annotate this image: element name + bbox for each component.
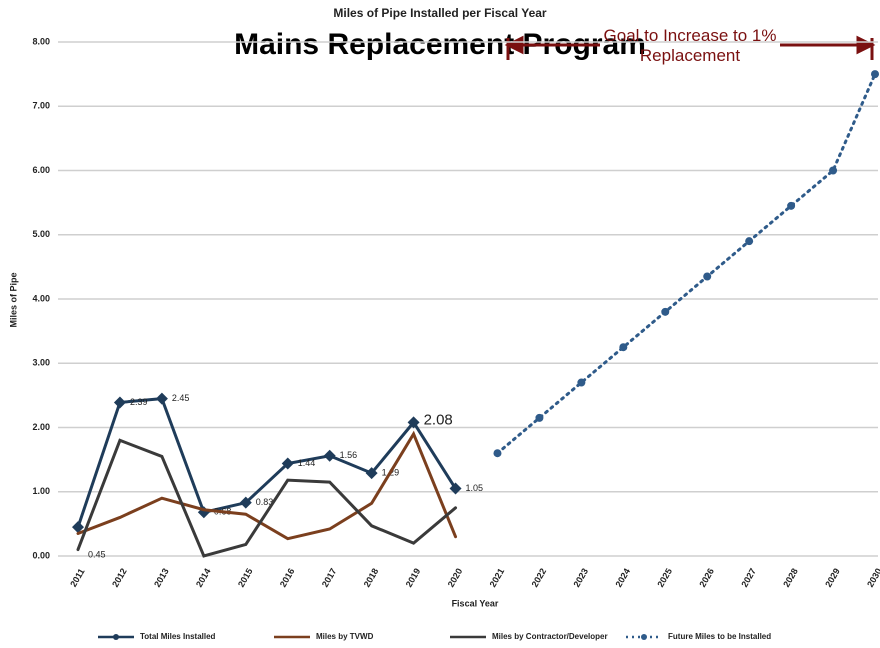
x-tick-label: 2017 (320, 567, 339, 589)
marker (72, 521, 84, 534)
y-tick-label: 4.00 (32, 293, 50, 303)
annotation-box: Goal to Increase to 1% Replacement (603, 26, 777, 65)
y-tick-label: 2.00 (32, 422, 50, 432)
marker (493, 449, 502, 458)
series-line (76, 396, 458, 529)
marker (535, 413, 544, 422)
chart-title: Miles of Pipe Installed per Fiscal Year (333, 6, 547, 20)
x-tick-label: 2029 (823, 567, 842, 589)
y-tick-label: 3.00 (32, 358, 50, 368)
data-label: 1.05 (466, 483, 484, 493)
marker (577, 378, 586, 387)
marker (323, 449, 336, 462)
x-tick-label: 2020 (446, 567, 465, 589)
y-tick-label: 6.00 (32, 165, 50, 175)
x-tick-label: 2015 (236, 567, 255, 589)
x-tick-label: 2027 (739, 567, 758, 589)
marker (365, 467, 378, 480)
annotation: Goal to Increase to 1% Replacement (603, 26, 777, 65)
x-tick-label: 2028 (781, 567, 800, 589)
x-tick-label: 2011 (68, 567, 86, 589)
x-tick-label: 2021 (488, 567, 507, 589)
x-tick-label: 2014 (194, 567, 213, 589)
y-tick-label: 0.00 (32, 550, 50, 560)
x-axis-label: Fiscal Year (452, 598, 499, 608)
marker (281, 457, 294, 470)
marker (155, 392, 168, 405)
x-tick-label: 2030 (865, 567, 880, 589)
series-line (76, 430, 458, 541)
marker (407, 416, 420, 429)
y-tick-label: 8.00 (32, 36, 50, 46)
x-tick-label: 2022 (530, 567, 549, 589)
legend-label: Miles by TVWD (316, 632, 374, 641)
marker (661, 307, 670, 316)
data-label: 0.83 (256, 497, 274, 507)
data-label: 1.56 (340, 450, 358, 460)
x-tick-label: 2019 (404, 567, 423, 589)
marker (449, 482, 462, 495)
legend-marker (641, 634, 647, 640)
data-label: 1.44 (298, 458, 316, 468)
x-tick-label: 2023 (571, 567, 590, 589)
marker (619, 343, 628, 352)
x-tick-label: 2018 (362, 567, 381, 589)
y-tick-label: 5.00 (32, 229, 50, 239)
series-line (495, 72, 877, 455)
data-label: 0.45 (88, 549, 106, 559)
marker (113, 396, 126, 409)
marker (745, 237, 754, 246)
x-tick-label: 2026 (697, 567, 716, 589)
legend-label: Future Miles to be Installed (668, 632, 771, 641)
x-tick-label: 2016 (278, 567, 297, 589)
legend-label: Miles by Contractor/Developer (492, 632, 608, 641)
marker (787, 201, 796, 210)
x-tick-label: 2025 (655, 567, 674, 589)
marker (871, 70, 879, 79)
marker (239, 496, 252, 509)
data-label: 2.39 (130, 397, 148, 407)
series-line (76, 438, 458, 558)
x-tick-label: 2012 (110, 567, 129, 589)
y-tick-label: 1.00 (32, 486, 50, 496)
legend-marker (113, 634, 119, 640)
marker (829, 166, 838, 175)
legend-label: Total Miles Installed (140, 632, 216, 641)
marker (703, 272, 712, 281)
x-tick-label: 2013 (152, 567, 171, 589)
data-label: 2.08 (424, 411, 453, 428)
x-tick-label: 2024 (613, 567, 632, 589)
y-tick-label: 7.00 (32, 101, 50, 111)
y-axis-label: Miles of Pipe (8, 272, 18, 327)
data-label: 2.45 (172, 393, 190, 403)
